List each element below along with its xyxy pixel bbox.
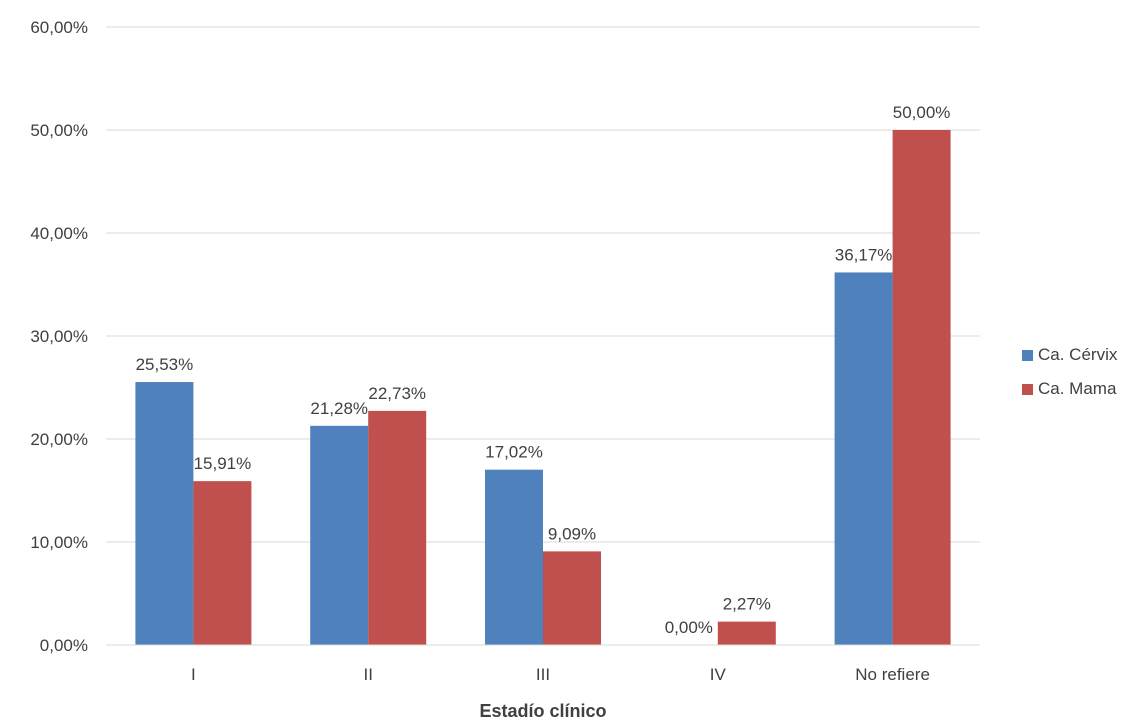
bar-mama [892,130,951,645]
data-label-cervix: 21,28% [310,399,368,418]
data-label-cervix: 17,02% [485,443,543,462]
data-label-mama: 50,00% [893,103,951,122]
x-tick-label: II [363,665,372,684]
bar-cervix [834,272,893,645]
gridlines [106,26,980,543]
data-label-mama: 9,09% [548,524,596,543]
data-label-mama: 15,91% [194,454,252,473]
bar-mama [368,410,427,645]
y-tick-label: 0,00% [40,636,88,655]
x-tick-label: No refiere [855,665,930,684]
data-label-mama: 2,27% [723,595,771,614]
legend-item-mama: Ca. Mama [1022,377,1117,401]
legend-swatch-mama [1022,383,1033,395]
x-tick-label: IV [710,665,727,684]
legend-label-cervix: Ca. Cérvix [1038,345,1118,364]
legend-swatch-cervix [1022,349,1033,361]
y-tick-label: 20,00% [30,430,88,449]
bar-cervix [485,469,543,645]
y-tick-label: 40,00% [30,224,88,243]
bar-mama [193,481,252,645]
y-tick-label: 30,00% [30,327,88,346]
bar-mama [717,621,776,645]
y-axis-ticks: 0,00% 10,00% 20,00% 30,00% 40,00% 50,00% 60,00… [30,18,88,655]
data-labels: 25,53% 15,91% 21,28%22,73% 17,02% 9,09% 0,00%… [136,103,951,637]
legend-label-mama: Ca. Mama [1038,379,1117,398]
y-tick-label: 10,00% [30,533,88,552]
x-axis-title: Estadío clínico [479,701,606,721]
bar-mama [543,551,601,645]
y-tick-label: 50,00% [30,121,88,140]
x-tick-label: III [536,665,550,684]
x-axis-ticks: I II III IV No refiere [191,665,930,684]
legend: Ca. Cérvix Ca. Mama [1022,343,1117,411]
data-label-mama: 22,73% [368,384,426,403]
data-label-cervix: 36,17% [835,245,893,264]
legend-item-cervix: Ca. Cérvix [1022,343,1117,367]
data-label-cervix: 25,53% [136,355,194,374]
bars [135,130,951,645]
bar-cervix [135,382,194,645]
y-tick-label: 60,00% [30,18,88,37]
data-label-cervix: 0,00% [665,618,713,637]
x-tick-label: I [191,665,196,684]
bar-cervix [310,425,369,645]
